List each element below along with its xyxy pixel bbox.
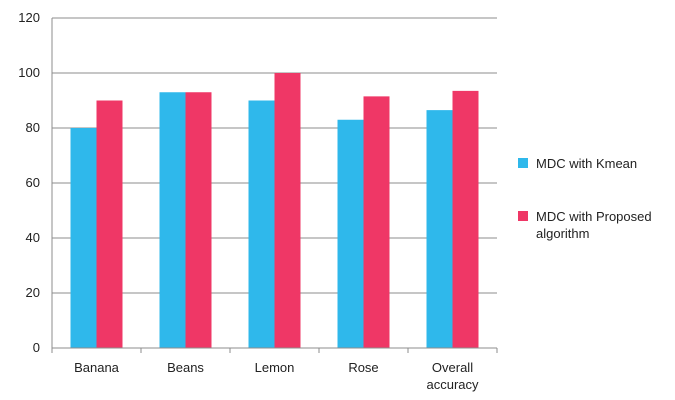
x-tick-labels: Banana Beans Lemon Rose Overall accuracy (74, 360, 479, 392)
x-tick-label-0: Banana (74, 360, 120, 375)
y-tick-label-80: 80 (26, 120, 40, 135)
bar-proposed-4 (452, 90, 479, 348)
legend: MDC with Kmean MDC with Proposed algorit… (518, 155, 675, 278)
bar-kmean-3 (337, 119, 364, 348)
bar-kmean-4 (426, 110, 453, 348)
bar-kmean-1 (159, 92, 186, 348)
x-tick-label-3: Rose (348, 360, 378, 375)
legend-item-kmean: MDC with Kmean (518, 155, 675, 172)
axes (51, 18, 498, 353)
legend-item-proposed: MDC with Proposed algorithm (518, 208, 675, 242)
bar-proposed-0 (96, 100, 123, 348)
bar-proposed-2 (274, 73, 301, 348)
bars (70, 73, 479, 348)
y-tick-label-0: 0 (33, 340, 40, 355)
x-tick-label-2: Lemon (255, 360, 295, 375)
y-tick-label-40: 40 (26, 230, 40, 245)
bar-proposed-3 (363, 96, 390, 348)
y-tick-label-120: 120 (18, 10, 40, 25)
y-tick-label-60: 60 (26, 175, 40, 190)
bar-kmean-2 (248, 100, 275, 348)
bar-kmean-0 (70, 128, 97, 348)
bar-proposed-1 (185, 92, 212, 348)
x-tick-label-4: Overall accuracy (426, 360, 479, 392)
x-tick-label-1: Beans (167, 360, 204, 375)
y-tick-label-20: 20 (26, 285, 40, 300)
y-tick-label-100: 100 (18, 65, 40, 80)
y-tick-labels: 0 20 40 60 80 100 120 (18, 10, 40, 355)
legend-label-proposed: MDC with Proposed algorithm (536, 209, 652, 241)
legend-label-kmean: MDC with Kmean (536, 156, 638, 171)
legend-swatch-proposed (518, 211, 528, 221)
legend-swatch-kmean (518, 158, 528, 168)
